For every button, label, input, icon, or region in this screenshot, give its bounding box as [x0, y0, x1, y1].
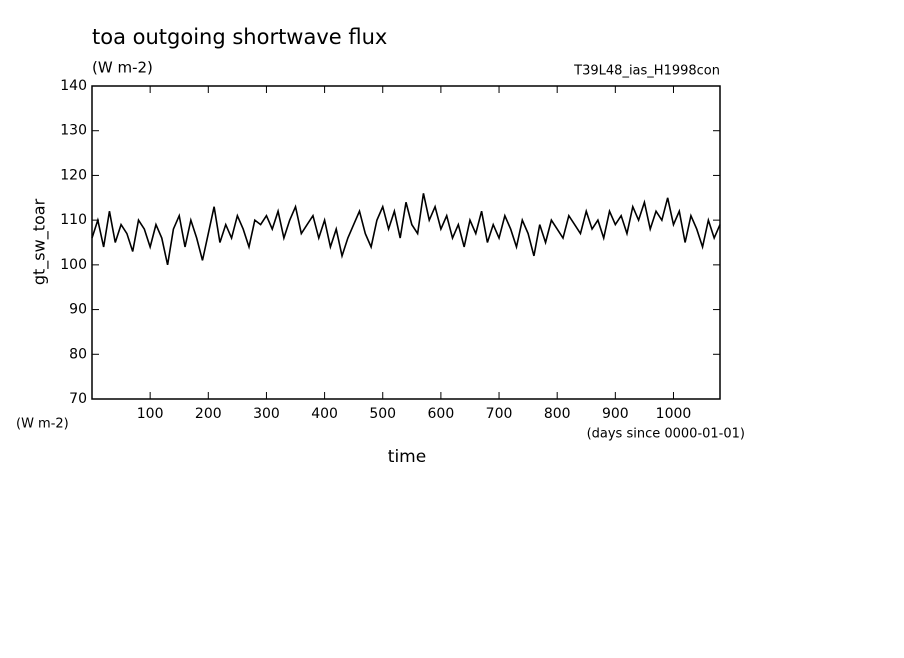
- y-tick-label: 80: [69, 346, 87, 362]
- chart-title: toa outgoing shortwave flux: [92, 25, 387, 49]
- y-tick-label: 140: [60, 78, 87, 94]
- run-label: T39L48_ias_H1998con: [573, 64, 720, 79]
- units: (W m-2): [92, 59, 153, 77]
- data-line: [91, 193, 721, 266]
- y-tick-label: 110: [60, 212, 87, 228]
- x-tick-label: 800: [544, 406, 571, 422]
- plot-frame: [91, 85, 721, 400]
- x-tick-label: 700: [486, 406, 513, 422]
- y-tick-label: 100: [60, 257, 87, 273]
- x-tick-label: 300: [253, 406, 280, 422]
- x-axis-label: time: [388, 447, 426, 467]
- y-tick-label: 130: [60, 123, 87, 139]
- y-tick-label: 90: [69, 302, 87, 318]
- x-tick-label: 100: [137, 406, 164, 422]
- x-tick-label: 500: [369, 406, 396, 422]
- y-tick-label: 120: [60, 167, 87, 183]
- x-tick-label: 1000: [656, 406, 692, 422]
- x-tick-label: 400: [311, 406, 338, 422]
- y-axis-label: gt_sw_toar: [30, 198, 50, 285]
- x-tick-label: 200: [195, 406, 222, 422]
- x-tick-label: 600: [428, 406, 455, 422]
- x-units: (days since 0000-01-01): [587, 427, 745, 442]
- y-tick-label: 70: [69, 391, 87, 407]
- x-tick-label: 900: [602, 406, 629, 422]
- y-units: (W m-2): [16, 417, 69, 432]
